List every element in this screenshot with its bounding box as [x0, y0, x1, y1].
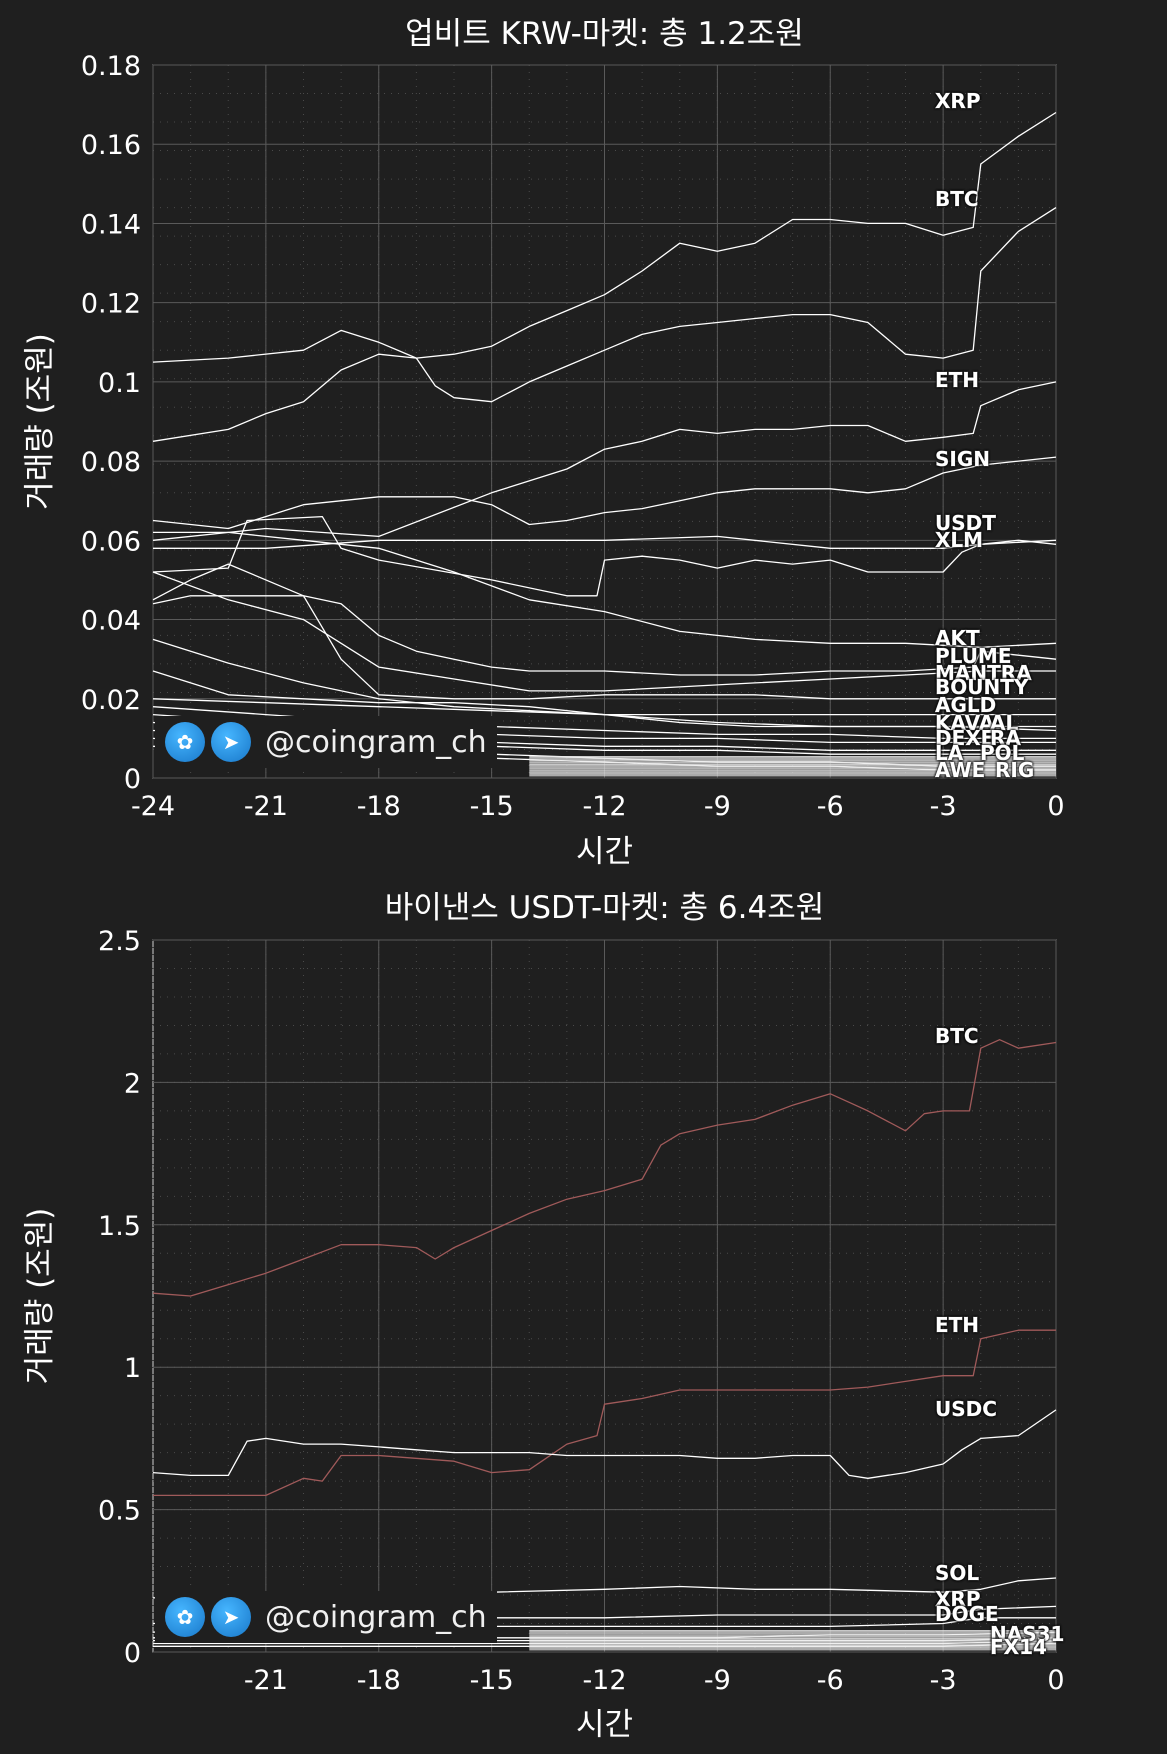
- x-tick-label: 0: [1047, 1665, 1064, 1696]
- series-end-label: SOL: [935, 1561, 979, 1585]
- twitter-icon: ✿: [165, 722, 205, 762]
- x-tick-label: -15: [470, 1665, 514, 1696]
- series-end-label: XRP: [935, 89, 980, 113]
- series-end-label: FX14: [990, 1635, 1047, 1659]
- x-tick-label: -24: [131, 791, 175, 822]
- series-end-label: AWE: [935, 758, 985, 782]
- series-line-plume: [152, 595, 1057, 676]
- series-end-label: BTC: [935, 1024, 979, 1048]
- series-line-usdc: [152, 1409, 1057, 1479]
- x-tick-label: -3: [930, 791, 957, 822]
- x-tick-label: -12: [582, 1665, 626, 1696]
- series-end-label: DEXE: [935, 726, 994, 750]
- y-axis-label: 거래량 (조원): [22, 1208, 58, 1385]
- x-tick-label: -15: [470, 791, 514, 822]
- x-tick-label: -9: [704, 1665, 731, 1696]
- series-end-label: AKT: [935, 626, 980, 650]
- watermark-handle: @coingram_ch: [265, 724, 487, 760]
- x-axis-label: 시간: [576, 834, 633, 870]
- chart-title: 업비트 KRW-마켓: 총 1.2조원: [405, 16, 804, 52]
- series-line-eth: [152, 381, 1057, 541]
- series-end-label: SIGN: [935, 447, 990, 471]
- y-tick-label: 0.02: [81, 685, 141, 716]
- y-tick-label: 0: [124, 764, 141, 795]
- series-end-label: XRP: [935, 1587, 980, 1611]
- y-tick-label: 2.5: [98, 926, 141, 957]
- y-tick-label: 0.1: [98, 368, 141, 399]
- twitter-icon: ✿: [165, 1597, 205, 1637]
- y-tick-label: 0.06: [81, 526, 141, 557]
- series-line-btc: [152, 207, 1057, 442]
- y-tick-label: 2: [124, 1068, 141, 1099]
- y-tick-label: 0.18: [81, 51, 141, 82]
- x-tick-label: -9: [704, 791, 731, 822]
- series-line-eth: [153, 1329, 1056, 1497]
- series-end-label: RA: [990, 726, 1021, 750]
- x-tick-label: -12: [582, 791, 626, 822]
- series-end-label: MANTRA: [935, 661, 1032, 685]
- chart-0: -24 -21 -18 -15 -12 -9 -6 -3 0 0 0.02 0.04 0.06 0.08 0…: [22, 16, 1065, 870]
- y-tick-label: 0.14: [81, 209, 141, 240]
- series-line-xrp: [152, 111, 1057, 363]
- series-line-mantra: [152, 571, 1056, 692]
- x-tick-label: -18: [357, 791, 401, 822]
- y-tick-label: 1: [124, 1353, 141, 1384]
- x-tick-label: -6: [817, 1665, 844, 1696]
- watermark: ✿ ➤ @coingram_ch: [155, 1591, 497, 1643]
- series-end-label: KAVA: [935, 711, 995, 735]
- series-line-akt: [153, 531, 1057, 648]
- series-end-label: RIG: [995, 758, 1034, 782]
- series-end-label: POL: [980, 741, 1025, 765]
- series-line-xlm: [152, 515, 1057, 597]
- watermark: ✿ ➤ @coingram_ch: [155, 716, 497, 768]
- series-line-sign: [152, 456, 1057, 530]
- x-tick-label: -21: [244, 791, 288, 822]
- series-end-label: BOUNTY: [935, 675, 1029, 699]
- series-end-label: LA: [935, 741, 964, 765]
- series-end-label: BTC: [935, 187, 979, 211]
- y-axis-label: 거래량 (조원): [22, 333, 58, 510]
- series-line-bounty: [152, 563, 1056, 700]
- chart-title: 바이낸스 USDT-마켓: 총 6.4조원: [385, 890, 825, 926]
- series-end-label: XLM: [935, 528, 983, 552]
- series-end-label: ETH: [935, 368, 979, 392]
- series-end-label: DOGE: [935, 1602, 999, 1626]
- series-end-label: AL: [990, 711, 1018, 735]
- series-end-label: PLUME: [935, 644, 1012, 668]
- y-tick-label: 0: [124, 1638, 141, 1669]
- x-tick-label: -3: [930, 1665, 957, 1696]
- series-end-label: USDT: [935, 511, 996, 535]
- x-tick-label: 0: [1047, 791, 1064, 822]
- y-tick-label: 0.5: [98, 1496, 141, 1527]
- y-tick-label: 0.12: [81, 289, 141, 320]
- watermark-handle: @coingram_ch: [265, 1599, 487, 1635]
- y-tick-label: 1.5: [98, 1211, 141, 1242]
- series-end-label: ETH: [935, 1313, 979, 1337]
- series-line-al: [152, 698, 1057, 732]
- y-tick-label: 0.08: [81, 447, 141, 478]
- y-tick-label: 0.04: [81, 606, 141, 637]
- telegram-icon: ➤: [211, 722, 251, 762]
- x-axis-label: 시간: [576, 1707, 633, 1743]
- x-tick-label: -18: [357, 1665, 401, 1696]
- x-tick-label: -21: [244, 1665, 288, 1696]
- series-end-label: USDC: [935, 1397, 997, 1421]
- series-end-label: NAS31: [990, 1622, 1064, 1646]
- chart-1: -21 -18 -15 -12 -9 -6 -3 0 0 0.5 1 1.5 2 2.5 바이낸스 USDT…: [22, 890, 1065, 1743]
- series-end-label: AGLD: [935, 693, 996, 717]
- x-tick-label: -6: [817, 791, 844, 822]
- telegram-icon: ➤: [211, 1597, 251, 1637]
- series-line-btc: [152, 1039, 1057, 1297]
- series-line-usdt: [153, 535, 1057, 549]
- y-tick-label: 0.16: [81, 130, 141, 161]
